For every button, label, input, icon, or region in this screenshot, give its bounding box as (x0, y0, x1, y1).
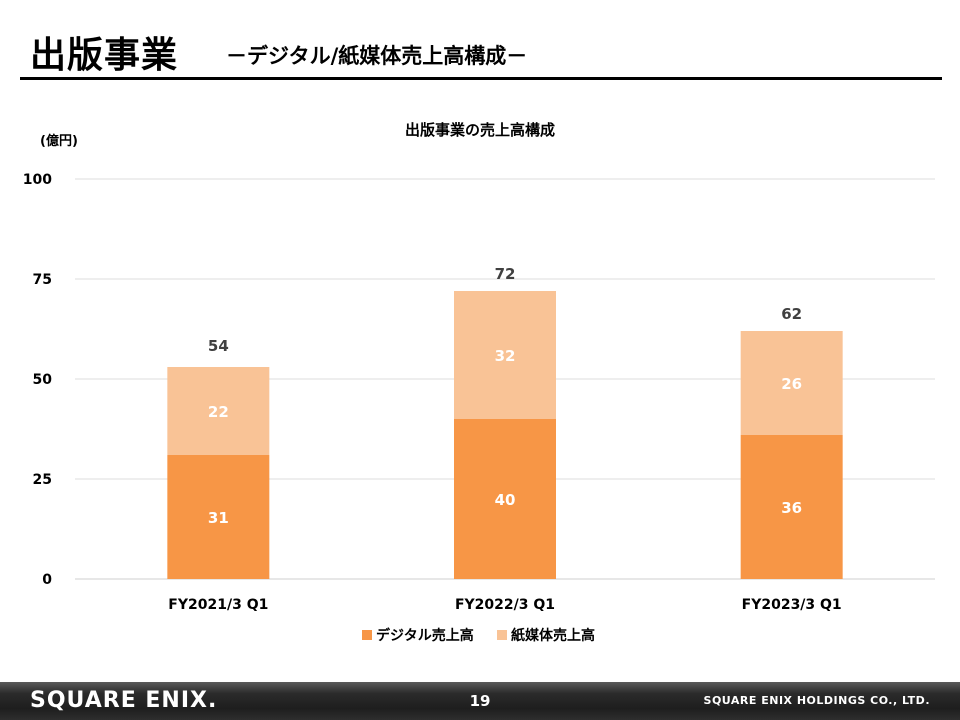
y-tick-label: 75 (33, 272, 52, 288)
slide-title: 出版事業 (30, 35, 179, 76)
bar-value-label: 31 (208, 509, 229, 527)
bar-total-label: 62 (781, 305, 802, 323)
bar-value-label: 26 (781, 375, 802, 393)
bar-value-label: 36 (781, 499, 802, 517)
company-logo: SQUARE ENIX. (30, 688, 218, 713)
legend-label: 紙媒体売上高 (511, 627, 595, 644)
legend-swatch (362, 630, 372, 640)
company-name: SQUARE ENIX HOLDINGS CO., LTD. (703, 694, 930, 707)
x-tick-label: FY2022/3 Q1 (455, 597, 555, 613)
slide-subtitle: －デジタル/紙媒体売上高構成－ (226, 44, 528, 68)
bar-value-label: 32 (495, 347, 516, 365)
bar-segment (740, 331, 843, 435)
x-tick-label: FY2023/3 Q1 (742, 597, 842, 613)
bars: 31 22 54 40 32 72 36 26 62 (167, 265, 843, 579)
y-axis-unit-label: (億円) (40, 133, 78, 149)
x-tick-label: FY2021/3 Q1 (168, 597, 268, 613)
bar-value-label: 40 (495, 491, 516, 509)
y-tick-label: 50 (33, 372, 53, 388)
header-divider (20, 77, 942, 80)
x-axis-ticks: FY2021/3 Q1 FY2022/3 Q1 FY2023/3 Q1 (168, 597, 841, 613)
legend-swatch (497, 630, 507, 640)
legend: デジタル売上高 紙媒体売上高 (362, 627, 595, 644)
bar-segment (454, 291, 556, 419)
bar-segment (740, 435, 843, 579)
y-axis-ticks: 0 25 50 75 100 (23, 172, 52, 588)
chart-title: 出版事業の売上高構成 (405, 121, 555, 139)
bar-total-label: 54 (208, 337, 229, 355)
slide-header: 出版事業 －デジタル/紙媒体売上高構成－ (0, 0, 960, 90)
bar-segment (167, 367, 270, 455)
bar-value-label: 22 (208, 403, 229, 421)
bar-total-label: 72 (495, 265, 516, 283)
y-tick-label: 100 (23, 172, 52, 188)
page-number: 19 (469, 692, 491, 710)
y-tick-label: 25 (33, 472, 52, 488)
bar-segment (454, 419, 556, 579)
legend-label: デジタル売上高 (376, 627, 474, 644)
footer-bar: SQUARE ENIX. 19 SQUARE ENIX HOLDINGS CO.… (0, 682, 960, 720)
bar-segment (167, 455, 270, 579)
y-tick-label: 0 (42, 572, 52, 588)
